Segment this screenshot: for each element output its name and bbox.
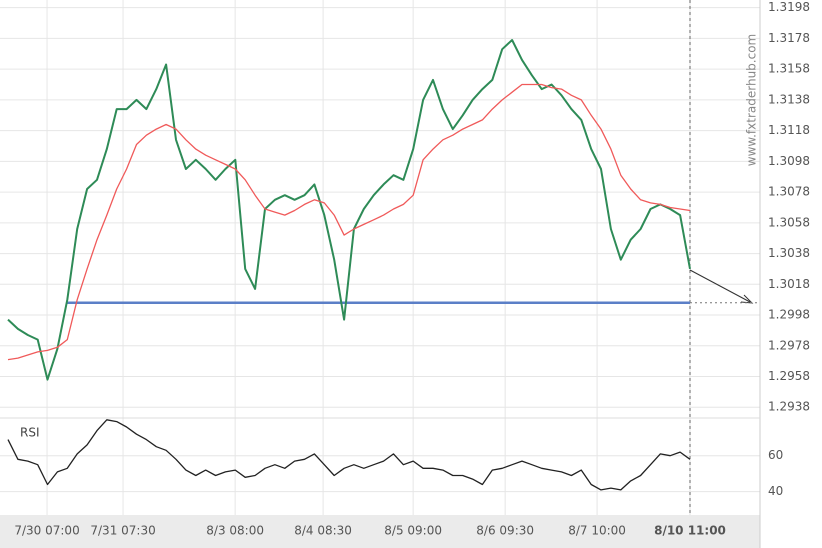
y-tick-label: 1.3178 bbox=[768, 31, 810, 45]
watermark: www.fxtraderhub.com bbox=[745, 34, 759, 166]
y-tick-label: 1.2978 bbox=[768, 338, 810, 352]
x-axis-band bbox=[0, 515, 760, 548]
y-tick-label: 1.3098 bbox=[768, 154, 810, 168]
x-tick-label: 8/10 11:00 bbox=[654, 524, 726, 538]
x-tick-label: 8/4 08:30 bbox=[294, 524, 352, 538]
y-tick-label: 60 bbox=[768, 448, 783, 462]
y-tick-label: 1.3078 bbox=[768, 185, 810, 199]
x-tick-label: 8/3 08:00 bbox=[206, 524, 264, 538]
y-tick-label: 1.2938 bbox=[768, 400, 810, 414]
y-tick-label: 1.3118 bbox=[768, 123, 810, 137]
y-tick-label: 1.3138 bbox=[768, 92, 810, 106]
y-tick-label: 1.2958 bbox=[768, 369, 810, 383]
series-line bbox=[7, 83, 691, 361]
series-line bbox=[7, 419, 691, 491]
rsi-label: RSI bbox=[20, 426, 40, 440]
arrow-head bbox=[740, 294, 754, 304]
x-tick-label: 7/31 07:30 bbox=[90, 524, 155, 538]
y-tick-label: 1.3018 bbox=[768, 277, 810, 291]
y-tick-label: 1.3058 bbox=[768, 215, 810, 229]
x-tick-label: 7/30 07:00 bbox=[14, 524, 79, 538]
x-tick-label: 8/5 09:00 bbox=[384, 524, 442, 538]
x-tick-label: 8/7 10:00 bbox=[568, 524, 626, 538]
forecast-arrow bbox=[689, 269, 751, 303]
y-tick-label: 1.3158 bbox=[768, 62, 810, 76]
y-tick-label: 1.2998 bbox=[768, 308, 810, 322]
x-tick-label: 8/6 09:30 bbox=[476, 524, 534, 538]
y-tick-label: 1.3038 bbox=[768, 246, 810, 260]
series-line bbox=[7, 39, 691, 381]
y-tick-label: 40 bbox=[768, 484, 783, 498]
y-tick-label: 1.3198 bbox=[768, 0, 810, 14]
